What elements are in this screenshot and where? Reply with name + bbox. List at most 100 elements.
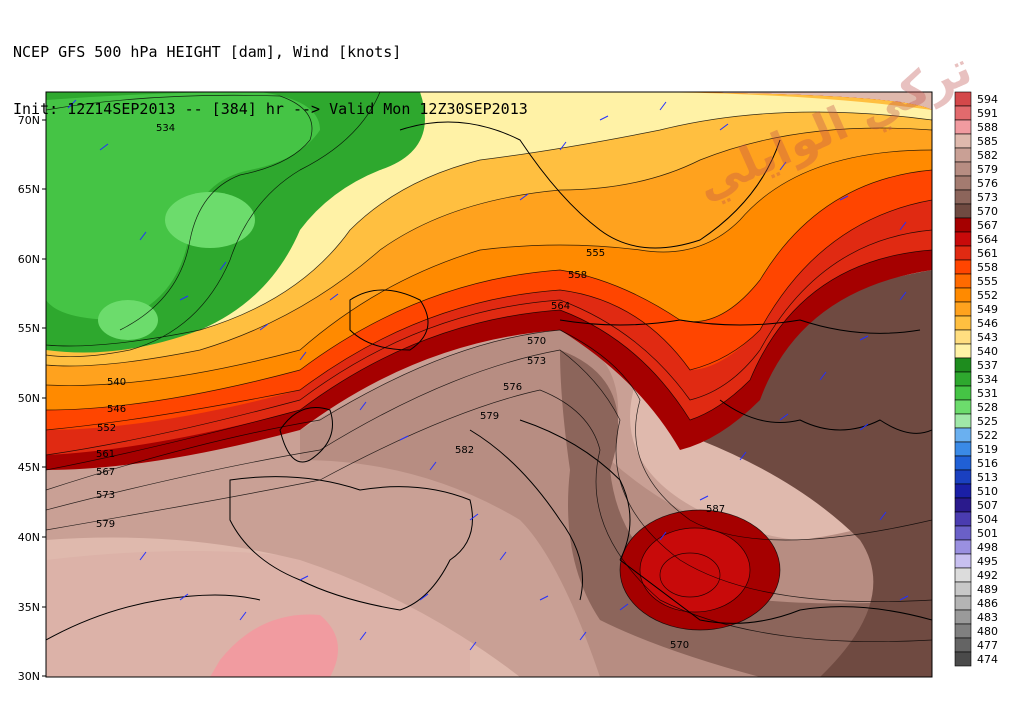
colorbar-label: 564 — [977, 233, 998, 246]
lat-label: 45N — [18, 461, 40, 474]
latitude-axis: 70N 65N 60N 55N 50N 45N 40N 35N 30N — [18, 114, 40, 683]
colorbar-swatch — [954, 539, 972, 555]
colorbar-label: 534 — [977, 373, 998, 386]
lat-label: 40N — [18, 531, 40, 544]
colorbar-label: 543 — [977, 331, 998, 344]
colorbar-label: 570 — [977, 205, 998, 218]
colorbar-label: 519 — [977, 443, 998, 456]
contour-label: 570 — [527, 336, 546, 347]
colorbar-label: 549 — [977, 303, 998, 316]
chart-title: NCEP GFS 500 hPa HEIGHT [dam], Wind [kno… — [13, 5, 528, 138]
colorbar-label: 528 — [977, 401, 998, 414]
colorbar-swatch — [954, 511, 972, 527]
colorbar-swatch — [954, 133, 972, 149]
colorbar-label: 516 — [977, 457, 998, 470]
colorbar-swatch — [954, 357, 972, 373]
colorbar-swatch — [954, 371, 972, 387]
contour-label: 534 — [156, 123, 175, 134]
colorbar-swatch — [954, 651, 972, 667]
contour-label: 579 — [96, 519, 115, 530]
colorbar-label: 567 — [977, 219, 998, 232]
colorbar-swatch — [954, 105, 972, 121]
colorbar-label: 561 — [977, 247, 998, 260]
colorbar-swatch — [954, 427, 972, 443]
height-field — [46, 92, 932, 677]
colorbar-label: 483 — [977, 611, 998, 624]
contour-label: 564 — [551, 301, 570, 312]
contour-label: 561 — [96, 449, 115, 460]
colorbar-label: 498 — [977, 541, 998, 554]
colorbar-swatch — [954, 441, 972, 457]
colorbar-swatch — [954, 315, 972, 331]
lat-label: 35N — [18, 601, 40, 614]
colorbar-label: 486 — [977, 597, 998, 610]
colorbar-swatch — [954, 217, 972, 233]
colorbar-label: 504 — [977, 513, 998, 526]
contour-label: 546 — [107, 404, 126, 415]
contour-label: 587 — [706, 504, 725, 515]
colorbar-swatch — [954, 413, 972, 429]
lat-label: 55N — [18, 322, 40, 335]
title-line-2: Init: 12Z14SEP2013 -- [384] hr --> Valid… — [13, 100, 528, 118]
colorbar-swatch — [954, 399, 972, 415]
colorbar-label: 525 — [977, 415, 998, 428]
colorbar-swatch — [954, 525, 972, 541]
lat-label: 60N — [18, 253, 40, 266]
colorbar-label: 585 — [977, 135, 998, 148]
colorbar-swatch — [954, 329, 972, 345]
colorbar-label: 501 — [977, 527, 998, 540]
contour-label: 582 — [455, 445, 474, 456]
colorbar-swatch — [954, 469, 972, 485]
colorbar-label: 507 — [977, 499, 998, 512]
colorbar-swatch — [954, 455, 972, 471]
colorbar-swatch — [954, 385, 972, 401]
colorbar-swatch — [954, 189, 972, 205]
contour-label: 540 — [107, 377, 126, 388]
colorbar-label: 579 — [977, 163, 998, 176]
colorbar-label: 546 — [977, 317, 998, 330]
lat-label: 65N — [18, 183, 40, 196]
colorbar-label: 492 — [977, 569, 998, 582]
colorbar-label: 576 — [977, 177, 998, 190]
colorbar-swatch — [954, 595, 972, 611]
colorbar-swatch — [954, 581, 972, 597]
colorbar-swatch — [954, 553, 972, 569]
map-frame — [45, 91, 933, 678]
colorbar-swatch — [954, 203, 972, 219]
colorbar-label: 510 — [977, 485, 998, 498]
contour-label: 573 — [527, 356, 546, 367]
colorbar-label: 474 — [977, 653, 998, 666]
colorbar-label: 588 — [977, 121, 998, 134]
contour-label: 555 — [586, 248, 605, 259]
colorbar-swatch — [954, 175, 972, 191]
colorbar-label: 591 — [977, 107, 998, 120]
colorbar-label: 540 — [977, 345, 998, 358]
colorbar-label: 477 — [977, 639, 998, 652]
colorbar-label: 531 — [977, 387, 998, 400]
contour-label: 570 — [670, 640, 689, 651]
colorbar-swatch — [954, 567, 972, 583]
contour-label: 576 — [503, 382, 522, 393]
colorbar-swatch — [954, 119, 972, 135]
lat-label: 30N — [18, 670, 40, 683]
colorbar-label: 594 — [977, 93, 998, 106]
colorbar-label: 513 — [977, 471, 998, 484]
colorbar-swatch — [954, 637, 972, 653]
colorbar-swatch — [954, 231, 972, 247]
colorbar-label: 552 — [977, 289, 998, 302]
contour-label: 573 — [96, 490, 115, 501]
colorbar-label: 558 — [977, 261, 998, 274]
colorbar-swatch — [954, 483, 972, 499]
colorbar-label: 555 — [977, 275, 998, 288]
colorbar-swatch — [954, 273, 972, 289]
colorbar-swatch — [954, 259, 972, 275]
colorbar-swatch — [954, 147, 972, 163]
colorbar-swatch — [954, 245, 972, 261]
colorbar-label: 537 — [977, 359, 998, 372]
contour-label: 552 — [97, 423, 116, 434]
colorbar-label: 495 — [977, 555, 998, 568]
contour-label: 558 — [568, 270, 587, 281]
colorbar: 5945915885855825795765735705675645615585… — [954, 91, 998, 667]
colorbar-label: 522 — [977, 429, 998, 442]
